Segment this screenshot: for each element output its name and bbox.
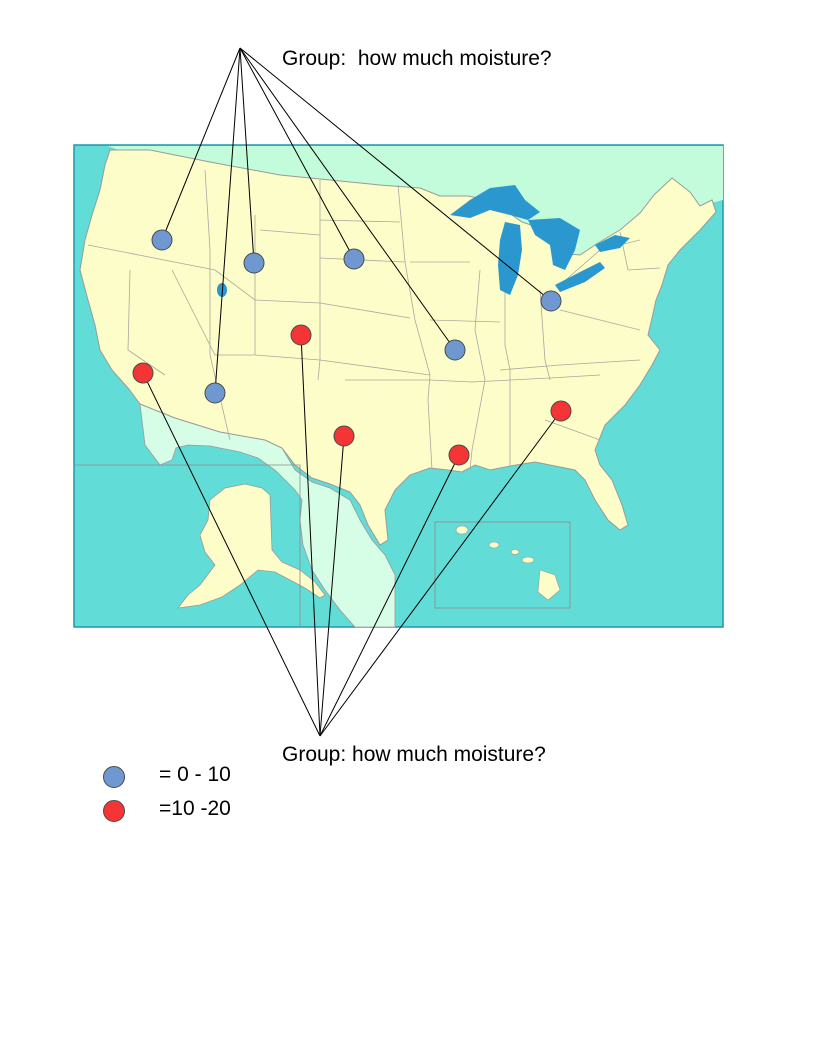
lake-erie xyxy=(555,262,605,292)
marker-south-dakota xyxy=(343,248,365,270)
leader-line-wyoming xyxy=(239,47,255,264)
marker-idaho xyxy=(151,229,173,251)
mexico-land xyxy=(139,403,396,628)
legend-swatch-red xyxy=(103,800,125,822)
marker-georgia xyxy=(550,400,572,422)
lake-huron xyxy=(528,218,580,270)
leader-line-idaho xyxy=(161,47,241,241)
top-group-label: Group: how much moisture? xyxy=(282,47,552,70)
lake-superior xyxy=(450,185,540,220)
leader-line-texas xyxy=(319,435,345,737)
hawaii-inset-frame xyxy=(434,521,571,609)
leader-line-arizona xyxy=(214,47,241,394)
leader-line-colorado xyxy=(300,334,321,737)
lake-michigan xyxy=(498,222,522,295)
marker-southern-california xyxy=(132,362,154,384)
leader-line-louisiana xyxy=(319,454,460,737)
marker-missouri xyxy=(444,339,466,361)
leader-line-southern-california xyxy=(142,372,321,737)
leader-line-georgia xyxy=(319,410,562,737)
leader-line-south-dakota xyxy=(239,47,355,260)
legend-label: =10 -20 xyxy=(159,797,231,820)
marker-wyoming xyxy=(243,252,265,274)
alaska xyxy=(177,483,326,609)
alaska-inset-frame xyxy=(74,464,301,627)
bottom-group-label: Group: how much moisture? xyxy=(282,743,546,766)
leader-line-ohio xyxy=(239,47,552,302)
lake-ontario xyxy=(595,235,630,252)
marker-texas xyxy=(333,425,355,447)
great-lakes xyxy=(217,185,630,297)
marker-colorado xyxy=(290,324,312,346)
leader-lines xyxy=(142,47,562,737)
legend-swatch-blue xyxy=(103,766,125,788)
marker-louisiana xyxy=(448,444,470,466)
marker-arizona xyxy=(204,382,226,404)
leader-line-missouri xyxy=(239,47,456,351)
state-borders xyxy=(87,169,661,471)
hawaii xyxy=(455,525,561,601)
markers xyxy=(132,229,572,466)
legend-label: = 0 - 10 xyxy=(159,763,231,786)
marker-ohio xyxy=(540,290,562,312)
